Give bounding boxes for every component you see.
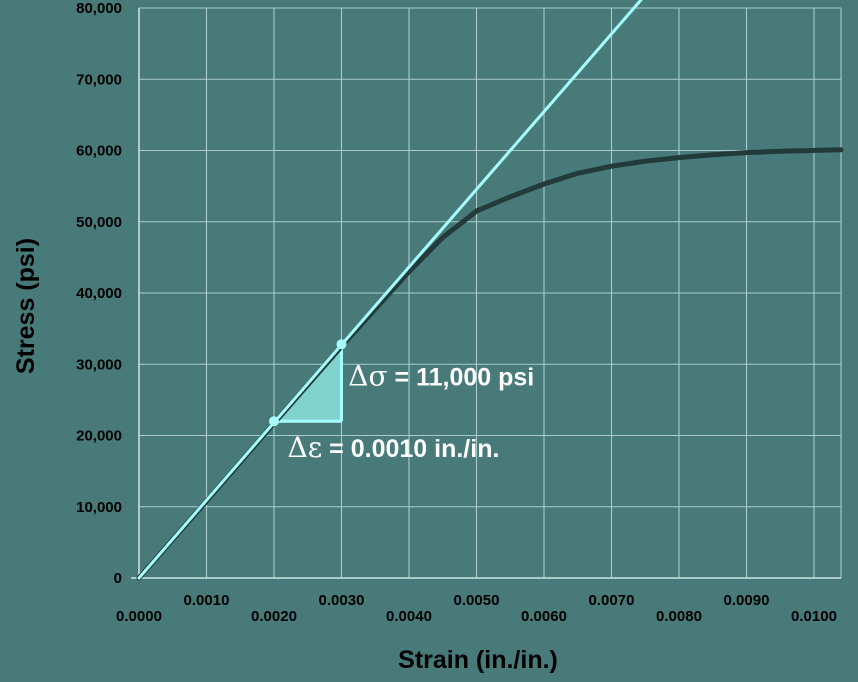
delta-sigma-symbol: Δσ bbox=[348, 360, 387, 393]
x-axis-title: Strain (in./in.) bbox=[398, 646, 558, 674]
x-tick-label: 0.0070 bbox=[589, 592, 635, 609]
x-tick-label: 0.0010 bbox=[184, 592, 230, 609]
y-tick-label: 70,000 bbox=[76, 71, 122, 88]
slope-point-lower bbox=[269, 416, 279, 427]
y-tick-label: 60,000 bbox=[76, 143, 122, 160]
x-tick-label: 0.0080 bbox=[656, 608, 702, 625]
x-tick-label: 0.0000 bbox=[116, 608, 162, 625]
x-tick-label: 0.0030 bbox=[319, 592, 365, 609]
delta-epsilon-value: = 0.0010 in./in. bbox=[322, 435, 499, 463]
slope-point-upper bbox=[336, 339, 347, 350]
x-tick-label: 0.0090 bbox=[724, 592, 770, 609]
x-tick-label: 0.0050 bbox=[454, 592, 500, 609]
y-tick-label: 20,000 bbox=[76, 428, 122, 445]
y-tick-label: 0 bbox=[114, 570, 122, 587]
y-tick-label: 30,000 bbox=[76, 356, 122, 373]
delta-sigma-annotation: Δσ = 11,000 psi bbox=[348, 360, 534, 393]
delta-epsilon-annotation: Δε = 0.0010 in./in. bbox=[288, 431, 500, 464]
x-tick-label: 0.0060 bbox=[521, 608, 567, 625]
x-tick-label: 0.0100 bbox=[791, 608, 837, 625]
x-tick-label: 0.0040 bbox=[386, 608, 432, 625]
slope-point-markers bbox=[269, 339, 347, 427]
chart-series bbox=[136, 0, 844, 581]
y-axis-title: Stress (psi) bbox=[12, 238, 40, 374]
y-tick-label: 50,000 bbox=[76, 214, 122, 231]
elastic-slope-line bbox=[137, 0, 643, 580]
delta-epsilon-symbol: Δε bbox=[288, 431, 323, 464]
y-tick-label: 10,000 bbox=[76, 499, 122, 516]
y-tick-labels: 0 10,000 20,000 30,000 40,000 50,000 60,000 70,… bbox=[76, 0, 122, 587]
x-tick-labels: 0.0000 0.0010 0.0020 0.0030 0.0040 0.0050 0.00… bbox=[116, 592, 837, 625]
delta-sigma-value: = 11,000 psi bbox=[388, 364, 535, 392]
x-tick-label: 0.0020 bbox=[251, 608, 297, 625]
y-tick-label: 80,000 bbox=[76, 0, 122, 17]
y-tick-label: 40,000 bbox=[76, 285, 122, 302]
chart-grid bbox=[139, 7, 842, 578]
